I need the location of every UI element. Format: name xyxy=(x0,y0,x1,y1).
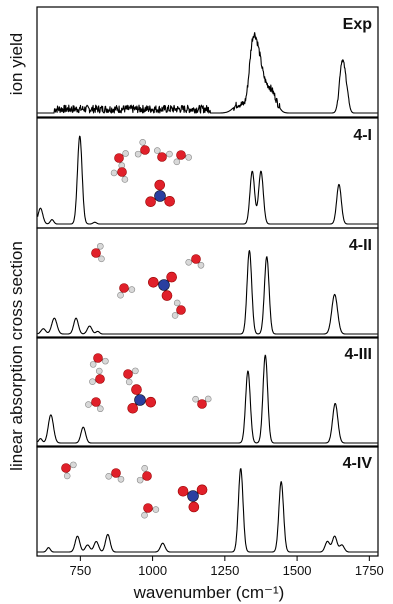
molecule-structures xyxy=(61,139,212,519)
spectrum-trace-4-i xyxy=(37,135,378,225)
x-tick-label: 750 xyxy=(69,563,91,578)
panel-label: 4-IV xyxy=(343,455,373,472)
nitrate-ion xyxy=(177,484,208,513)
spectrum-trace-4-ii xyxy=(37,250,378,335)
panel-4-i: 4-I xyxy=(36,117,379,229)
water-molecule xyxy=(110,167,129,183)
water-molecule xyxy=(171,299,186,319)
water-molecule xyxy=(89,353,109,368)
x-axis-label: wavenumber (cm⁻¹) xyxy=(133,583,285,602)
panel-4-iv: 4-IV xyxy=(36,445,379,557)
water-molecule xyxy=(114,150,129,169)
nitrate-ion xyxy=(145,179,175,208)
panel-label: Exp xyxy=(343,16,373,33)
panel-label: 4-II xyxy=(349,237,372,254)
y-axis-label-bottom: linear absorption cross section xyxy=(7,241,26,471)
panel-frame xyxy=(36,227,379,339)
spectrum-trace-4-iii xyxy=(37,354,378,444)
water-molecule xyxy=(85,397,104,413)
panel-exp: Exp xyxy=(36,6,379,118)
nitrate-ion xyxy=(127,384,157,414)
panel-frame xyxy=(36,6,379,118)
x-axis: 750 1000 1250 1500 1750 xyxy=(69,556,384,578)
panel-frame xyxy=(36,117,379,229)
water-molecule xyxy=(136,465,152,484)
water-molecule xyxy=(141,503,160,519)
spectrum-trace-exp xyxy=(37,32,378,114)
spectrum-trace-4-iv xyxy=(37,468,378,553)
water-molecule xyxy=(153,147,173,162)
water-molecule xyxy=(123,367,139,386)
water-molecule xyxy=(192,395,212,409)
water-molecule xyxy=(185,254,205,269)
water-molecule xyxy=(117,283,136,299)
water-molecule xyxy=(89,367,105,385)
panel-frame xyxy=(36,336,379,448)
x-tick-label: 1750 xyxy=(355,563,384,578)
water-molecule xyxy=(173,150,192,166)
nitrate-ion xyxy=(148,271,177,301)
panel-4-ii: 4-II xyxy=(36,227,379,339)
water-molecule xyxy=(134,139,150,158)
panel-label: 4-III xyxy=(344,346,372,363)
water-molecule xyxy=(91,242,105,263)
panel-frame xyxy=(36,445,379,557)
water-molecule xyxy=(61,461,77,480)
x-tick-label: 1500 xyxy=(283,563,312,578)
panels: Exp 4-I 4-II 4-III 4-IV xyxy=(36,6,379,557)
panel-4-iii: 4-III xyxy=(36,336,379,448)
x-tick-label: 1250 xyxy=(210,563,239,578)
y-axis-label-top: ion yield xyxy=(7,33,26,95)
water-molecule xyxy=(105,468,125,483)
x-tick-label: 1000 xyxy=(138,563,167,578)
panel-label: 4-I xyxy=(353,127,372,144)
